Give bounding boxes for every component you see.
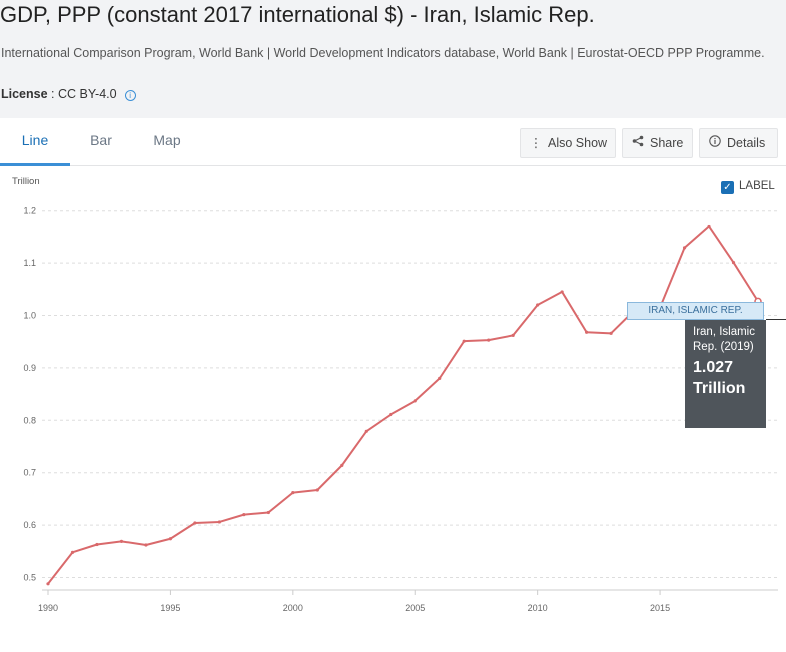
data-point [364,429,368,433]
data-point [682,246,687,250]
line-chart: Trillion 0.5 0.6 0.7 0.8 0.9 1.0 1.1 1.2 1990 1995… [12,176,778,613]
y-tick-label: 0.5 [23,573,36,583]
share-icon [631,129,645,157]
data-point [266,510,270,515]
details-label: Details [727,136,766,150]
license-value: : CC BY-4.0 [47,87,117,101]
series-label-tag: IRAN, ISLAMIC REP. [627,302,764,320]
data-point [462,339,466,343]
also-show-button[interactable]: ⋮ Also Show [520,128,616,158]
data-point [413,399,417,403]
data-point [511,333,515,338]
data-point [242,513,246,517]
data-point [217,520,221,524]
y-tick-label: 1.0 [23,311,36,321]
y-tick-label: 1.2 [23,206,36,216]
tooltip-series-name: Iran, Islamic Rep. (2019) [693,326,755,353]
y-tick-label: 1.1 [23,258,36,268]
x-tick-label: 2000 [283,603,303,613]
view-tabs: Line Bar Map ⋮ Also Show Share Details [0,118,786,166]
data-point [731,260,736,265]
license-line: License : CC BY-4.0 i [1,87,136,101]
data-point [560,290,564,294]
data-point [609,331,613,335]
data-point [438,376,442,380]
share-button[interactable]: Share [622,128,693,158]
y-tick-label: 0.9 [23,363,36,373]
data-point [389,412,393,417]
y-tick-label: 0.8 [23,415,36,425]
tooltip-pointer [766,319,786,320]
vertical-dots-icon: ⋮ [529,136,543,150]
data-point [119,539,124,543]
tooltip-unit: Trillion [693,380,746,397]
tooltip-value: 1.027 [693,359,734,376]
license-info-icon[interactable]: i [124,90,136,101]
data-point [46,582,50,586]
x-tick-label: 1995 [160,603,180,613]
y-tick-label: 0.6 [23,520,36,530]
page-title: GDP, PPP (constant 2017 international $)… [0,2,595,27]
data-point [340,463,344,467]
data-point [168,537,173,541]
data-point [193,521,197,525]
x-tick-label: 2010 [528,603,548,613]
label-checkbox[interactable]: ✓ [721,181,734,194]
also-show-label: Also Show [548,136,608,150]
data-point [707,224,711,229]
share-label: Share [650,136,684,150]
chart-panel: Line Bar Map ⋮ Also Show Share Details ✓ … [0,118,786,652]
details-button[interactable]: Details [699,128,778,158]
series-line [47,225,759,585]
data-point [70,550,75,554]
data-tooltip: Iran, Islamic Rep. (2019) 1.027 Trillion [685,320,766,428]
x-tick-label: 2005 [405,603,425,613]
tab-bar[interactable]: Bar [90,132,112,148]
data-point [95,542,99,547]
data-point [585,330,589,334]
data-point [536,303,540,307]
page-header: GDP, PPP (constant 2017 international $)… [0,0,786,118]
data-point [291,491,295,495]
license-label: License [1,87,48,101]
source-text: International Comparison Program, World … [1,46,765,60]
label-toggle-text: LABEL [739,180,775,192]
data-point [144,543,148,547]
data-point [315,488,319,492]
x-tick-label: 2015 [650,603,670,613]
tab-line[interactable]: Line [0,118,70,166]
y-tick-label: 0.7 [23,468,36,478]
info-icon [708,129,722,157]
data-point [487,338,491,342]
x-tick-label: 1990 [38,603,58,613]
tab-map[interactable]: Map [153,132,181,148]
y-axis-unit-label: Trillion [12,176,40,187]
